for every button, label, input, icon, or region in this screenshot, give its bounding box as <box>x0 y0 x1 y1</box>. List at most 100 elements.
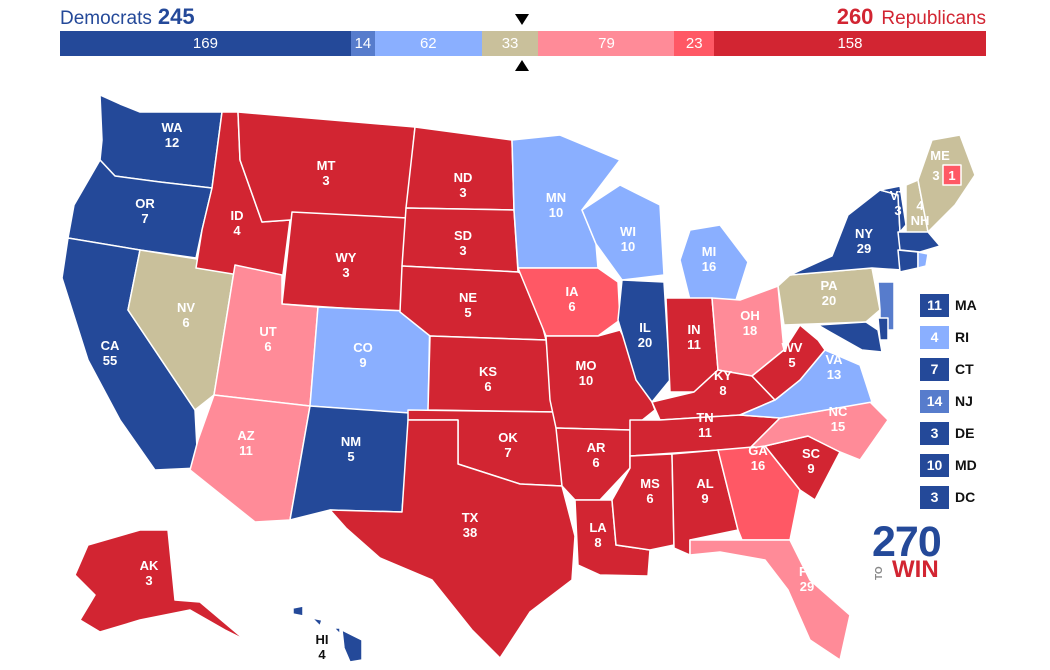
small-state-NJ[interactable]: 14 NJ <box>920 385 977 417</box>
bar-segment[interactable]: 62 <box>374 31 482 56</box>
label-CO: CO 9 <box>353 340 373 370</box>
label-AL: AL 9 <box>696 476 713 506</box>
label-LA: LA 8 <box>589 520 607 550</box>
state-AZ[interactable] <box>189 394 311 523</box>
small-state-ev: 11 <box>920 293 949 317</box>
label-TX: TX 38 <box>462 510 479 540</box>
republicans-count: 260 <box>836 4 874 29</box>
state-RI[interactable] <box>917 251 929 269</box>
bar-segment[interactable]: 33 <box>481 31 539 56</box>
small-state-CT[interactable]: 7 CT <box>920 353 977 385</box>
electoral-vote-bar[interactable]: 169 14 62 33 79 23 158 <box>60 31 986 56</box>
label-GA: GA 16 <box>748 443 768 473</box>
label-NE: NE 5 <box>459 290 477 320</box>
label-IL: IL 20 <box>638 320 652 350</box>
state-FL[interactable] <box>689 539 851 661</box>
label-NM: NM 5 <box>341 434 361 464</box>
site-logo[interactable]: 270 TO WIN <box>872 518 948 583</box>
label-WV: WV 5 <box>782 340 803 370</box>
label-OR: OR 7 <box>135 196 155 226</box>
label-OH: OH 18 <box>740 308 760 338</box>
label-AR: AR 6 <box>587 440 606 470</box>
logo-win: WIN <box>892 556 939 583</box>
label-SD: SD 3 <box>454 228 472 258</box>
small-state-name: RI <box>955 329 969 345</box>
state-MA[interactable] <box>897 231 941 253</box>
republicans-label: Republicans <box>881 8 986 29</box>
label-KY: KY 8 <box>714 368 732 398</box>
state-WA[interactable] <box>99 94 223 189</box>
label-SC: SC 9 <box>802 446 821 476</box>
majority-marker-bottom-icon <box>515 60 529 71</box>
small-state-MA[interactable]: 11 MA <box>920 289 977 321</box>
state-WI[interactable] <box>581 184 665 281</box>
state-VT[interactable] <box>879 185 907 233</box>
small-state-ev: 4 <box>920 325 949 349</box>
label-FL: FL 29 <box>799 564 815 594</box>
state-DE[interactable] <box>877 317 889 341</box>
label-ME-district: 1 <box>948 168 955 183</box>
small-state-RI[interactable]: 4 RI <box>920 321 977 353</box>
state-WV[interactable] <box>751 324 826 401</box>
democrats-count: 245 <box>157 4 195 29</box>
small-states-list: 11 MA 4 RI 7 CT 14 NJ 3 DE 10 MD 3 DC <box>920 289 977 513</box>
small-state-name: NJ <box>955 393 973 409</box>
label-ME: ME 3 <box>930 148 950 183</box>
small-state-name: MA <box>955 297 977 313</box>
small-state-ev: 7 <box>920 357 949 381</box>
bar-segment[interactable]: 79 <box>538 31 675 56</box>
majority-marker-top-icon <box>515 14 529 25</box>
small-state-name: DE <box>955 425 975 441</box>
label-WI: WI 10 <box>620 224 636 254</box>
label-WA: WA 12 <box>162 120 184 150</box>
label-IN: IN 11 <box>687 322 701 352</box>
state-labels: WA 12 OR 7 CA 55 NV 6 ID 4 MT 3 WY 3 UT 6 AZ 11 C… <box>101 120 956 662</box>
small-state-DC[interactable]: 3 DC <box>920 481 977 513</box>
bar-segment[interactable]: 14 <box>350 31 375 56</box>
state-CO[interactable] <box>309 306 431 416</box>
label-KS: KS 6 <box>479 364 497 394</box>
republicans-total: 260 Republicans <box>837 4 986 30</box>
label-CA: CA 55 <box>101 338 120 368</box>
label-ID: ID 4 <box>231 208 244 238</box>
small-state-name: CT <box>955 361 974 377</box>
label-ND: ND 3 <box>454 170 473 200</box>
small-state-name: MD <box>955 457 977 473</box>
state-ME-district[interactable] <box>942 164 962 186</box>
state-AK[interactable] <box>74 529 246 641</box>
label-MN: MN 10 <box>546 190 566 220</box>
label-NC: NC 15 <box>829 404 848 434</box>
small-state-ev: 10 <box>920 453 949 477</box>
bar-segment[interactable]: 158 <box>714 31 986 56</box>
state-MD[interactable] <box>817 321 883 353</box>
logo-number: 270 <box>872 518 942 566</box>
label-PA: PA 20 <box>820 278 838 308</box>
small-state-ev: 3 <box>920 421 949 445</box>
label-IA: IA 6 <box>566 284 580 314</box>
label-NV: NV 6 <box>177 300 195 330</box>
state-OR[interactable] <box>67 159 213 259</box>
small-state-ev: 3 <box>920 485 949 509</box>
label-MT: MT 3 <box>317 158 336 188</box>
bar-segment[interactable]: 23 <box>674 31 715 56</box>
state-NY[interactable] <box>789 189 903 276</box>
small-state-DE[interactable]: 3 DE <box>920 417 977 449</box>
label-VA: VA 13 <box>825 352 843 382</box>
state-CT[interactable] <box>897 249 919 273</box>
logo-to: TO <box>874 566 885 580</box>
label-AK: AK 3 <box>140 558 159 588</box>
label-UT: UT 6 <box>259 324 276 354</box>
label-VT: VT 3 <box>890 188 907 218</box>
democrats-total: Democrats 245 <box>60 4 195 30</box>
label-OK: OK 7 <box>498 430 518 460</box>
label-HI: HI 4 <box>316 632 329 662</box>
state-TX[interactable] <box>329 419 576 659</box>
small-state-MD[interactable]: 10 MD <box>920 449 977 481</box>
label-MS: MS 6 <box>640 476 660 506</box>
state-HI[interactable] <box>292 605 363 663</box>
label-MI: MI 16 <box>702 244 716 274</box>
small-state-name: DC <box>955 489 976 505</box>
bar-segment[interactable]: 169 <box>60 31 351 56</box>
democrats-label: Democrats <box>60 8 152 29</box>
